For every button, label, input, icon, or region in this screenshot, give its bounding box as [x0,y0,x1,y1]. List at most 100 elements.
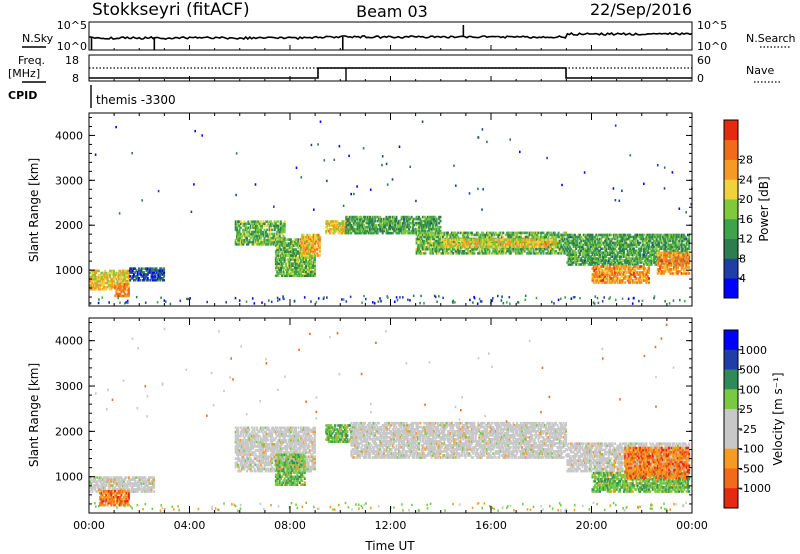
scatter-cell [573,233,576,237]
scatter-cell [274,226,277,230]
scatter-cell [293,248,296,251]
scatter-cell [548,240,551,244]
scatter-cell [310,250,313,253]
scatter-cell [234,243,237,246]
scatter-cell [401,221,404,225]
cpid-row: CPID themis -3300 [8,85,176,108]
scatter-cell [453,238,456,242]
scatter-cell [651,237,654,241]
scatter-cell [592,257,595,260]
scatter-cell [350,223,353,227]
scatter-cell [527,233,530,237]
scatter-cell [374,217,377,221]
scatter-cell [488,235,491,239]
scatter-cell [687,264,689,267]
scatter-cell [540,231,542,235]
scatter-cell [496,243,498,246]
scatter-cell [595,275,598,278]
scatter-cell [286,270,289,273]
scatter-cell [511,233,514,237]
scatter-cell [141,267,144,270]
scatter-cell [678,239,681,243]
scatter-cell [246,230,248,234]
scatter-cell [138,278,140,282]
scatter-cell [297,252,300,255]
scatter-cell [411,227,414,231]
scatter-cell [571,249,574,253]
scatter-cell [591,275,594,278]
scatter-cell [393,229,395,233]
scatter-cell [659,247,662,251]
scatter-cell [249,240,252,244]
scatter-cell [531,245,534,249]
scatter-cell [139,271,142,274]
scatter-cell [648,263,650,266]
scatter-cell [469,243,472,247]
scatter-cell [507,231,510,235]
scatter-cell [247,222,250,225]
scatter-cell [619,281,622,284]
scatter-cell [436,300,438,303]
scatter-cell [395,227,398,231]
scatter-cell [643,263,645,266]
scatter-cell [381,229,384,233]
scatter-cell [631,269,634,272]
scatter-cell [541,245,544,248]
scatter-cell [681,266,684,269]
scatter-cell [312,274,315,277]
scatter-cell [687,257,689,261]
scatter-cell [124,279,127,283]
scatter-cell [629,259,632,262]
scatter-cell [497,245,500,249]
scatter-cell [576,245,579,249]
scatter-cell [161,271,164,274]
scatter-cell [408,219,411,223]
scatter-cell [300,250,303,253]
scatter-cell [107,283,110,287]
scatter-cell [287,272,290,275]
scatter-cell [302,248,305,251]
scatter-cell [298,244,301,247]
scatter-cell [311,270,314,273]
scatter-cell [644,251,647,254]
scatter-cell [477,240,480,244]
scatter-cell [274,244,277,247]
scatter-cell [587,237,590,241]
scatter-cell [376,215,379,219]
scatter-cell [107,281,110,285]
scatter-cell [610,263,613,266]
scatter-cell [311,272,314,275]
scatter-cell [419,231,422,235]
scatter-cell [683,268,686,271]
scatter-cell [398,227,400,231]
scatter-cell [438,239,441,243]
scatter-cell [305,270,308,273]
scatter-cell [480,247,483,251]
scatter-cell [635,243,638,247]
scatter-cell [119,269,122,273]
scatter-cell [545,243,547,246]
scatter-cell [493,252,496,255]
scatter-cell [584,257,586,260]
scatter-cell [253,243,256,246]
scatter-cell [633,253,635,256]
scatter-cell [244,224,247,228]
scatter-cell [478,297,481,301]
scatter-cell [626,275,629,278]
scatter-cell [234,222,237,225]
scatter-cell [160,267,163,270]
scatter-cell [115,288,118,292]
scatter-cell [599,255,601,258]
scatter-cell [306,250,309,253]
scatter-cell [247,220,250,223]
scatter-cell [673,253,676,257]
scatter-cell [483,238,486,242]
scatter-cell [125,301,127,304]
scatter-cell [253,222,256,225]
scatter-cell [398,231,400,235]
scatter-cell [641,241,644,245]
scatter-cell [543,235,546,239]
scatter-cell [302,235,305,239]
scatter-cell [264,230,267,234]
scatter-cell [650,255,653,258]
